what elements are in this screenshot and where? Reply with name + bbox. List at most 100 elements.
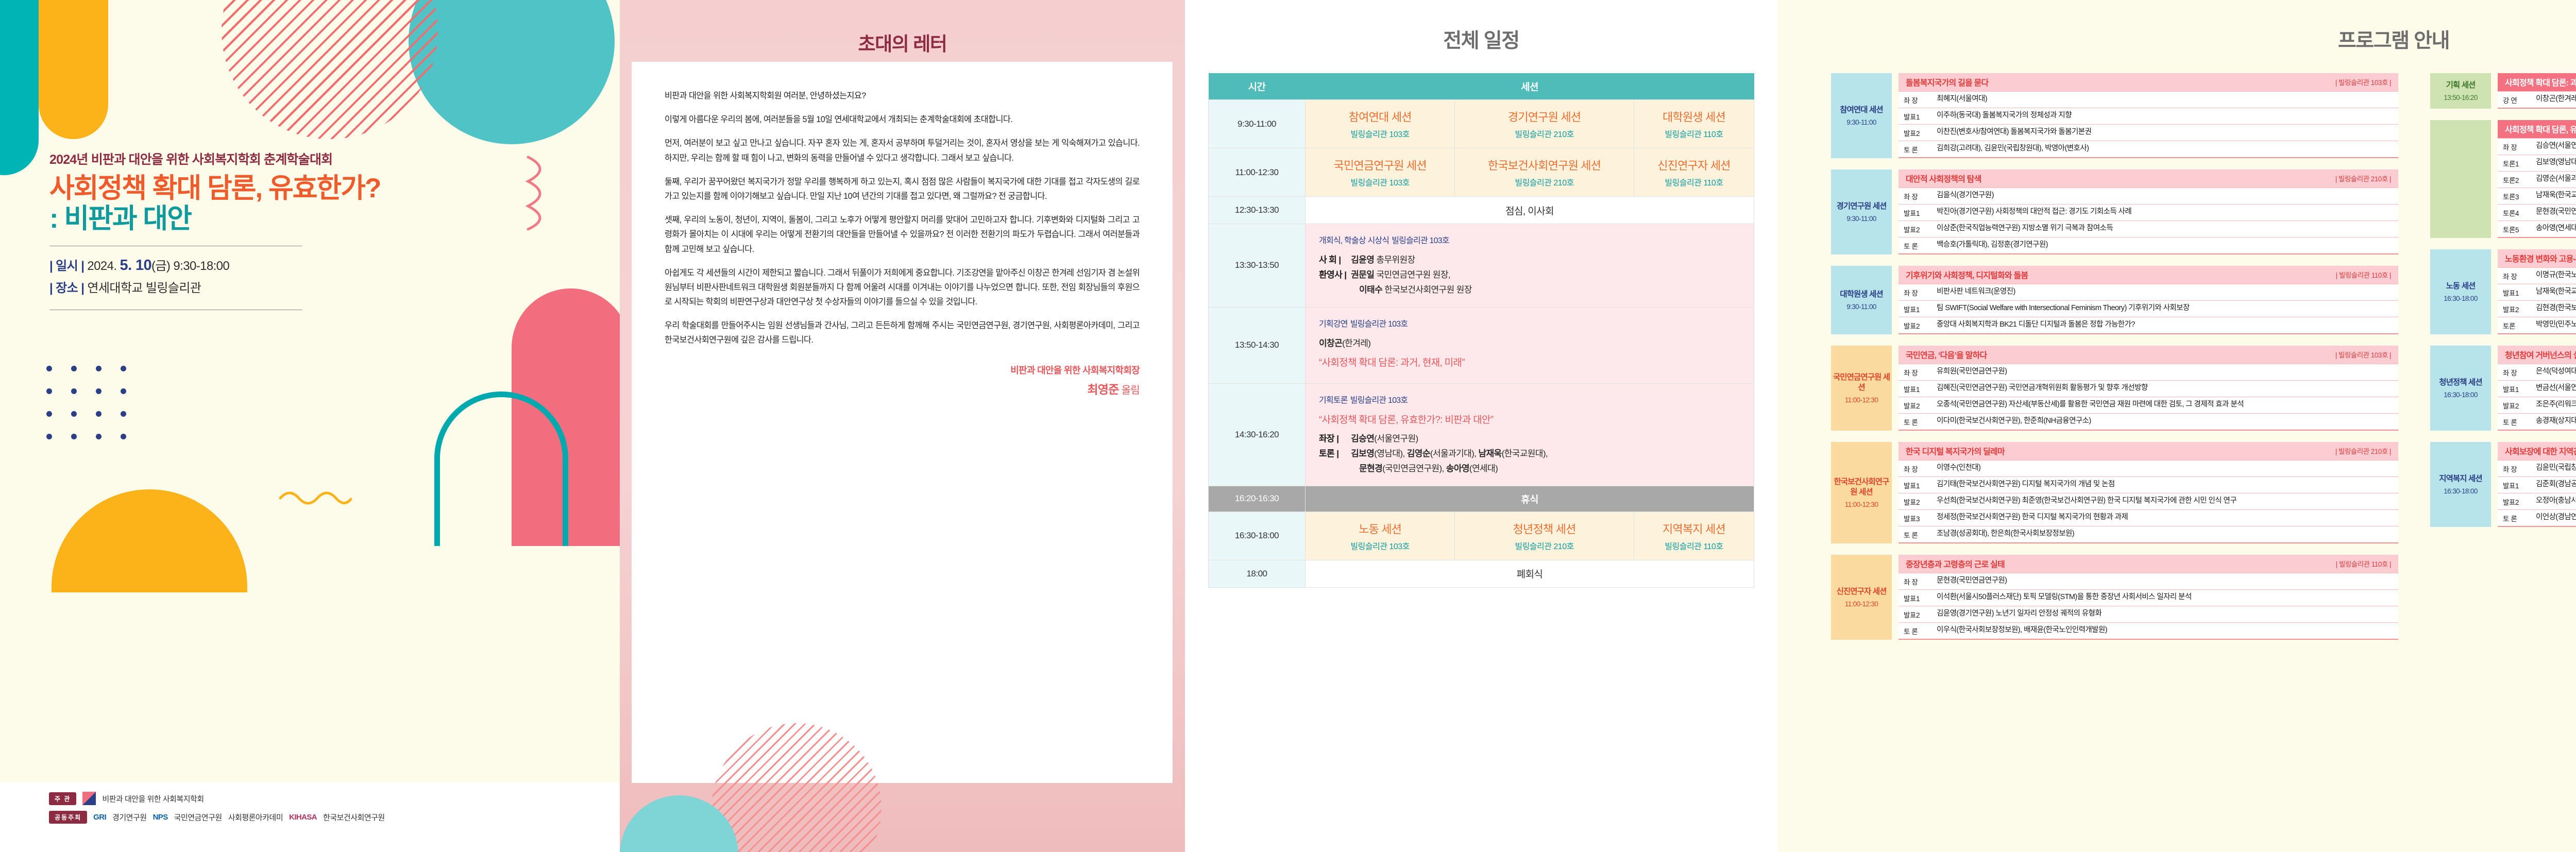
session-cell[interactable]: 대학원생 세션 빌링슬리관 110호 xyxy=(1633,99,1755,148)
detail-person: 김승연 xyxy=(1351,433,1375,444)
program-column-left: 참여연대 세션 9:30-11:00 돌봄복지국가의 길을 묻다 | 빌링슬리관… xyxy=(1831,73,2398,651)
program-row-text: 김희강(고려대), 김윤민(국립창원대), 박영아(변호사) xyxy=(1937,144,2089,152)
program-side-time: 13:50-16:20 xyxy=(2444,94,2478,102)
program-row: 토론3 남재욱(한국교원대) 노동세계의 변화와 복지국가의 역할범위 확대 xyxy=(2498,188,2576,204)
program-side-time: 11:00-12:30 xyxy=(1844,396,1878,404)
row-time: 13:30-13:50 xyxy=(1208,224,1306,308)
cover-date-label: | 일시 | xyxy=(49,259,84,273)
detail-cell: 기획강연 빌링슬리관 103호 이창곤(한겨레) “사회정책 확대 담론: 과거… xyxy=(1305,306,1754,384)
program-row: 발표2 오종석(국민연금연구원) 자산세(부동산세)를 활용한 국민연금 재원 마… xyxy=(1899,397,2398,413)
program-row: 좌 장 김을식(경기연구원) xyxy=(1899,188,2398,204)
detail-person-role: 국민연금연구원 원장, xyxy=(1376,270,1450,280)
letter-paragraph: 먼저, 여러분이 보고 싶고 만나고 싶습니다. 자꾸 혼자 있는 게, 혼자서… xyxy=(665,139,1140,163)
program-row-text: 김승연(서울연구원) xyxy=(2536,142,2576,150)
program-block[interactable]: 신진연구자 세션 11:00-12:30 중장년층과 고령층의 근로 실태 | … xyxy=(1831,555,2398,640)
session-cell[interactable]: 신진연구자 세션 빌링슬리관 110호 xyxy=(1633,148,1755,197)
row-text: 폐회식 xyxy=(1305,559,1754,588)
program-side-name: 참여연대 세션 xyxy=(1840,105,1883,114)
detail-head-title: 개회식, 학술상 시상식 xyxy=(1319,236,1389,245)
session-room: 빌링슬리관 210호 xyxy=(1515,179,1574,188)
letter-signature: 비판과 대안을 위한 사회복지학회장 최영준 올림 xyxy=(665,363,1140,397)
row-time: 18:00 xyxy=(1208,559,1306,588)
program-title-bar: 청년참여 거버넌스의 실효성은 어떻게 담보되는가? | 빌링슬리관 210호 … xyxy=(2498,346,2576,364)
program-row-label: 좌 장 xyxy=(1904,369,1918,377)
program-row-text: 이석환(서울시50플러스재단) 토픽 모델링(STM)을 통한 중장년 사회서비… xyxy=(1937,593,2192,601)
program-side-name: 노동 세션 xyxy=(2446,281,2476,291)
program-title-bar: 기후위기와 사회정책, 디지털화와 돌봄 | 빌링슬리관 110호 | xyxy=(1899,266,2398,284)
table-row: 18:00 폐회식 xyxy=(1208,559,1754,588)
cover-place-value: 연세대학교 빌링슬리관 xyxy=(87,281,201,295)
detail-cell: 기획토론 빌링슬리관 103호 “사회정책 확대 담론, 유효한가?: 비판과 … xyxy=(1305,383,1754,486)
program-block[interactable]: 대학원생 세션 9:30-11:00 기후위기와 사회정책, 디지털화와 돌봄 … xyxy=(1831,266,2398,334)
program-row: 발표2 김윤영(경기연구원) 노년기 일자리 안정성 궤적의 유형화 xyxy=(1899,606,2398,622)
session-name: 노동 세션 xyxy=(1359,522,1402,536)
program-block[interactable]: 기획 세션 13:50-16:20 사회정책 확대 담론: 과거, 현재, 미래… xyxy=(2430,73,2576,109)
program-row-label: 발표2 xyxy=(1904,130,1920,138)
program-block[interactable]: 지역복지 세션 16:30-18:00 사회보장에 대한 지역간 격차 | 빌링… xyxy=(2430,442,2576,527)
table-row: 13:50-14:30 기획강연 빌링슬리관 103호 이창곤(한겨레) “사회… xyxy=(1208,306,1754,384)
program-title-bar: 사회정책 확대 담론, 유효한가?: 비판과 대안 | 빌링슬리관 103호 | xyxy=(2498,120,2576,138)
program-row-label: 발표1 xyxy=(1904,386,1920,394)
program-row: 토 론 조남경(성공회대), 한은희(한국사회보장정보원) xyxy=(1899,526,2398,542)
program-side-name: 대학원생 세션 xyxy=(1840,289,1883,299)
program-block[interactable]: 경기연구원 세션 9:30-11:00 대안적 사회정책의 탐색 | 빌링슬리관… xyxy=(1831,169,2398,254)
program-block[interactable]: 청년정책 세션 16:30-18:00 청년참여 거버넌스의 실효성은 어떻게 … xyxy=(2430,346,2576,431)
session-cell[interactable]: 노동 세션 빌링슬리관 103호 xyxy=(1304,511,1455,560)
session-cell[interactable]: 지역복지 세션 빌링슬리관 110호 xyxy=(1633,511,1755,560)
program-block[interactable]: 한국보건사회연구원 세션 11:00-12:30 한국 디지털 복지국가의 딜레… xyxy=(1831,442,2398,543)
program-title: 사회정책 확대 담론: 과거, 현재, 미래 xyxy=(2505,79,2576,88)
logo-nps-name: 국민연금연구원 xyxy=(174,813,223,822)
program-title-bar: 대안적 사회정책의 탐색 | 빌링슬리관 210호 | xyxy=(1899,169,2398,188)
program-title: 기후위기와 사회정책, 디지털화와 돌봄 xyxy=(1906,271,2028,280)
program-room: | 빌링슬리관 103호 | xyxy=(2335,79,2392,87)
program-row-text: 이찬진(변호사/참여연대) 돌봄복지국가와 돌봄기본권 xyxy=(1937,128,2092,136)
session-cell[interactable]: 한국보건사회연구원 세션 빌링슬리관 210호 xyxy=(1454,148,1634,197)
session-room: 빌링슬리관 210호 xyxy=(1515,130,1574,139)
session-cell[interactable]: 참여연대 세션 빌링슬리관 103호 xyxy=(1304,99,1455,148)
program-heading: 프로그램 안내 xyxy=(2337,30,2450,52)
table-row: 12:30-13:30 점심, 이사회 xyxy=(1208,196,1754,224)
program-row: 발표2 이상준(한국직업능력연구원) 지방소멸 위기 극복과 참여소득 xyxy=(1899,220,2398,237)
program-row-label: 발표3 xyxy=(1904,515,1920,523)
program-block[interactable]: 노동 세션 16:30-18:00 노동환경 변화와 고용-복지 선순환의 재검… xyxy=(2430,249,2576,334)
program-row-label: 토론3 xyxy=(2503,193,2519,201)
program-side-time: 9:30-11:00 xyxy=(1846,118,1876,127)
program-block[interactable]: 사회정책 확대 담론, 유효한가?: 비판과 대안 | 빌링슬리관 103호 |… xyxy=(2430,120,2576,238)
program-row: 좌 장 김윤민(국립창원대) xyxy=(2498,460,2576,476)
program-row-text: 비판사판 네트워크(운영진) xyxy=(1937,287,2015,296)
letter-paragraph: 둘째, 우리가 꿈꾸어왔던 복지국가가 정말 우리를 행복하게 하고 있는지, … xyxy=(665,177,1140,201)
program-row-text: 조남경(성공회대), 한은희(한국사회보장정보원) xyxy=(1937,530,2075,538)
program-block[interactable]: 국민연금연구원 세션 11:00-12:30 국민연금, ‘다음’을 말하다 |… xyxy=(1831,346,2398,431)
program-row-label: 좌 장 xyxy=(2503,273,2517,281)
program-column-right: 기획 세션 13:50-16:20 사회정책 확대 담론: 과거, 현재, 미래… xyxy=(2430,73,2576,651)
program-row: 발표2 우선희(한국보건사회연구원) 최준영(한국보건사회연구원) 한국 디지털 … xyxy=(1899,493,2398,509)
program-row: 발표1 박진아(경기연구원) 사회정책의 대안적 접근: 경기도 기회소득 사례 xyxy=(1899,204,2398,220)
program-row: 좌 장 비판사판 네트워크(운영진) xyxy=(1899,284,2398,300)
program-block[interactable]: 참여연대 세션 9:30-11:00 돌봄복지국가의 길을 묻다 | 빌링슬리관… xyxy=(1831,73,2398,158)
program-row-label: 발표1 xyxy=(2503,289,2519,297)
detail-line: 좌장 | 김승연(서울연구원) xyxy=(1319,431,1740,446)
program-row: 좌 장 은석(덕성여대) xyxy=(2498,364,2576,380)
session-room: 빌링슬리관 103호 xyxy=(1350,130,1410,139)
program-room: | 빌링슬리관 103호 | xyxy=(2335,351,2392,359)
program-row-label: 토 론 xyxy=(2503,515,2517,523)
program-body: 사회보장에 대한 지역간 격차 | 빌링슬리관 110호 | 좌 장 김윤민(국립… xyxy=(2498,442,2576,527)
session-cell[interactable]: 청년정책 세션 빌링슬리관 210호 xyxy=(1454,511,1634,560)
session-cell[interactable]: 경기연구원 세션 빌링슬리관 210호 xyxy=(1454,99,1634,148)
program-side-name: 기획 세션 xyxy=(2446,80,2476,90)
detail-person-role: 한국보건사회연구원 원장 xyxy=(1384,285,1472,295)
letter-sign-suffix: 올림 xyxy=(1121,384,1140,396)
col-header-time: 시간 xyxy=(1208,73,1306,100)
detail-quote: “사회정책 확대 담론, 유효한가?: 비판과 대안” xyxy=(1319,414,1494,425)
session-room: 빌링슬리관 110호 xyxy=(1665,130,1723,139)
program-row: 발표3 정세정(한국보건사회연구원) 한국 디지털 복지국가의 현황과 과제 xyxy=(1899,509,2398,526)
program-row: 토 론 백승호(가톨릭대), 김정훈(경기연구원) xyxy=(1899,237,2398,253)
session-cell[interactable]: 국민연금연구원 세션 빌링슬리관 103호 xyxy=(1304,148,1455,197)
program-row-text: 김을식(경기연구원) xyxy=(1937,191,1994,199)
detail-label: 토론 | xyxy=(1319,449,1339,459)
program-row-text: 오종석(국민연금연구원) 자산세(부동산세)를 활용한 국민연금 재원 마련에 … xyxy=(1937,400,2244,408)
program-row-text: 문현경(국민연금연구원) xyxy=(1937,576,2007,585)
program-row: 발표2 조은주(리워크연구소 대표/前경기청년지원사업단 단장) 청년참여 거버넌… xyxy=(2498,397,2576,413)
program-row: 발표1 남재욱(한국교원대) 노동세계의 변화와 복지국가의 역할확장: 복지국가… xyxy=(2498,284,2576,300)
program-row-label: 좌 장 xyxy=(2503,144,2517,151)
